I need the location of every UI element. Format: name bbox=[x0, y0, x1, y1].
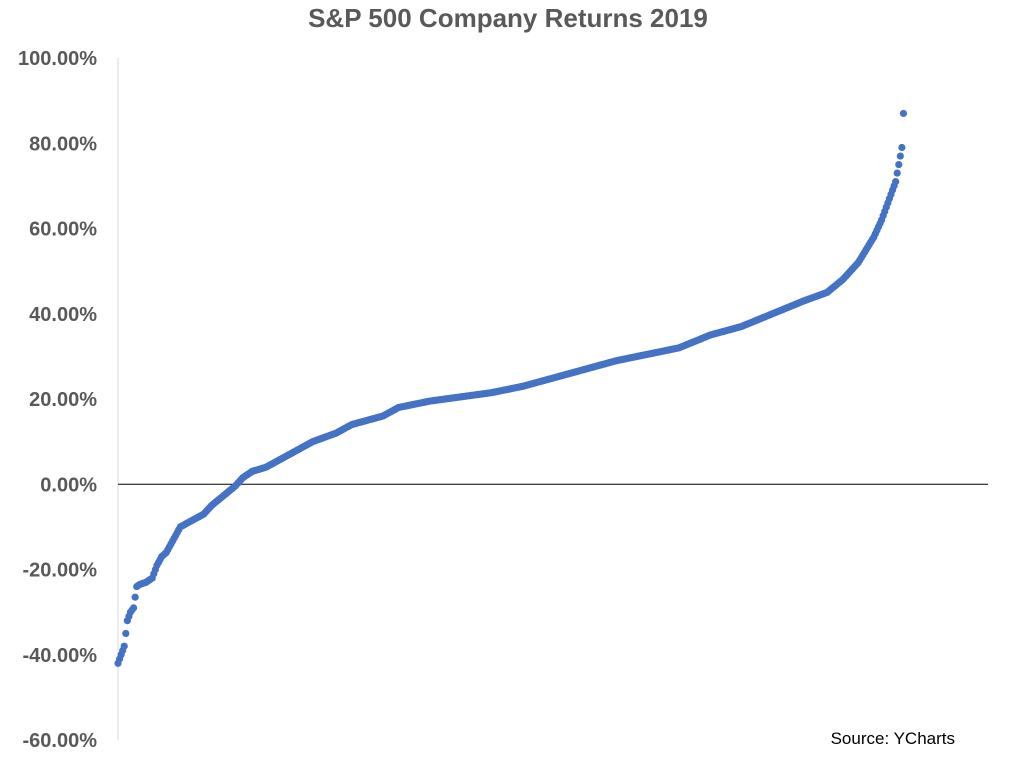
y-tick-label: 0.00% bbox=[40, 474, 97, 496]
data-point bbox=[893, 169, 901, 177]
y-tick-label: 80.00% bbox=[29, 133, 97, 155]
data-point bbox=[899, 109, 908, 118]
y-tick-label: -20.00% bbox=[23, 560, 98, 582]
y-tick-label: 60.00% bbox=[29, 219, 97, 241]
data-point bbox=[129, 604, 138, 612]
y-tick-label: 100.00% bbox=[18, 48, 97, 70]
data-point bbox=[895, 160, 903, 169]
data-points bbox=[114, 109, 908, 667]
chart-title: S&P 500 Company Returns 2019 bbox=[308, 3, 708, 33]
data-point bbox=[892, 178, 900, 186]
y-tick-label: 20.00% bbox=[29, 389, 97, 411]
data-point bbox=[131, 593, 139, 601]
data-point bbox=[898, 143, 906, 152]
data-point bbox=[896, 152, 904, 160]
y-tick-label: 40.00% bbox=[29, 304, 97, 326]
y-tick-label: -60.00% bbox=[23, 730, 98, 752]
y-axis-ticks: 100.00% 80.00% 60.00% 40.00% 20.00% 0.00% -20.… bbox=[18, 48, 97, 752]
data-point bbox=[122, 629, 130, 638]
y-tick-label: -40.00% bbox=[23, 645, 98, 667]
source-note: Source: YCharts bbox=[831, 729, 955, 748]
data-point bbox=[120, 642, 128, 650]
